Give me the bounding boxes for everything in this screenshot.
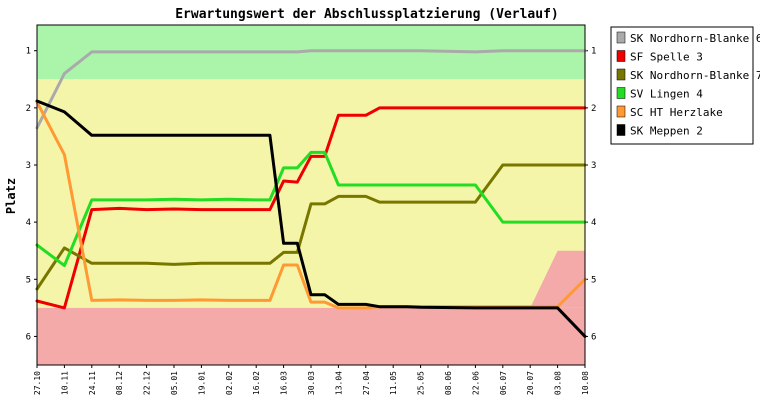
x-tick-label: 03.08 — [554, 371, 563, 395]
x-tick-label: 20.07 — [526, 371, 535, 395]
x-tick-label: 10.08 — [581, 371, 590, 395]
legend: SK Nordhorn-Blanke 6 SF Spelle 3 SK Nordho… — [610, 26, 760, 145]
x-tick-label: 13.04 — [334, 371, 343, 395]
x-tick-label: 25.05 — [417, 371, 426, 395]
x-tick-label: 05.01 — [170, 371, 179, 395]
legend-swatch — [616, 50, 626, 62]
legend-swatch — [616, 31, 626, 44]
legend-label: SK Nordhorn-Blanke 6 — [630, 32, 760, 45]
y-tick-label-right: 1 — [591, 47, 596, 57]
x-tick-label: 16.02 — [252, 371, 261, 395]
x-tick-label: 22.06 — [471, 371, 480, 395]
x-tick-label: 22.12 — [143, 371, 152, 395]
series-line — [35, 99, 587, 338]
series-line — [35, 49, 587, 130]
legend-label: SF Spelle 3 — [630, 51, 703, 64]
y-tick-label-right: 3 — [591, 161, 596, 171]
y-tick-label-left: 5 — [26, 275, 31, 285]
legend-swatch — [616, 105, 626, 118]
y-tick-label-right: 4 — [591, 218, 596, 228]
legend-box — [610, 26, 754, 145]
legend-label: SK Meppen 2 — [630, 125, 703, 138]
series-line — [35, 163, 587, 291]
chart-title: Erwartungswert der Abschlussplatzierung … — [175, 7, 559, 22]
y-axis-label: Platz — [4, 178, 18, 214]
y-tick-label-left: 6 — [26, 332, 31, 342]
x-tick-label: 06.07 — [499, 371, 508, 395]
legend-swatch — [616, 87, 626, 99]
y-tick-label-left: 2 — [26, 104, 31, 114]
y-tick-label-left: 3 — [26, 161, 31, 171]
x-tick-label: 16.03 — [280, 371, 289, 395]
legend-swatch — [616, 68, 626, 81]
legend-label: SV Lingen 4 — [630, 88, 703, 101]
y-ticks-left: 1 2 3 4 5 6 — [26, 47, 37, 342]
series-lines — [35, 49, 587, 338]
band-1 — [37, 79, 585, 308]
x-tick-label: 27.04 — [362, 371, 371, 395]
y-tick-label-right: 2 — [591, 104, 596, 114]
x-tick-label: 24.11 — [88, 371, 97, 395]
legend-swatch — [616, 124, 626, 136]
x-tick-label: 08.06 — [444, 371, 453, 395]
x-tick-label: 08.12 — [115, 371, 124, 395]
background-bands — [37, 25, 585, 365]
legend-label: SK Nordhorn-Blanke 7 — [630, 69, 760, 82]
legend-label: SC HT Herzlake — [630, 106, 723, 119]
y-tick-label-right: 5 — [591, 275, 596, 285]
x-tick-label: 02.02 — [225, 371, 234, 395]
x-tick-label: 10.11 — [60, 371, 69, 395]
y-tick-label-left: 4 — [26, 218, 31, 228]
x-tick-label: 30.03 — [307, 371, 316, 395]
series-line — [35, 150, 587, 268]
y-ticks-right: 1 2 3 4 5 6 — [585, 47, 596, 342]
band-2 — [37, 307, 585, 365]
x-tick-label: 11.05 — [389, 371, 398, 395]
y-tick-label-left: 1 — [26, 47, 31, 57]
series-line — [35, 106, 587, 310]
plot-frame — [36, 24, 586, 366]
y-tick-label-right: 6 — [591, 332, 596, 342]
x-tick-label: 27.10 — [33, 371, 42, 395]
x-tick-label: 19.01 — [197, 371, 206, 395]
x-ticks: 27.10 10.11 24.11 08.12 22.12 05.01 19.01 02.02… — [33, 365, 590, 395]
